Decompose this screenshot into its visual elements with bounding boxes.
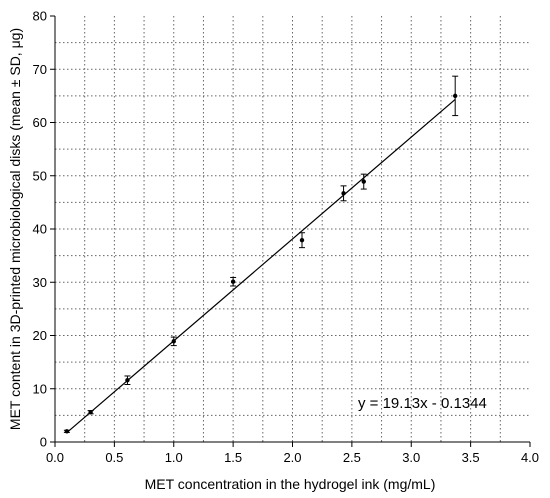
regression-equation: y = 19.13x - 0.1344 bbox=[358, 395, 487, 412]
y-axis-title: MET content in 3D-printed microbiologica… bbox=[7, 28, 23, 430]
data-point-group bbox=[360, 173, 367, 190]
y-tick-label: 80 bbox=[33, 9, 47, 24]
y-tick-label: 40 bbox=[33, 222, 47, 237]
x-tick-label: 1.5 bbox=[224, 450, 242, 465]
x-tick-label: 1.0 bbox=[165, 450, 183, 465]
y-tick-label: 60 bbox=[33, 115, 47, 130]
data-point bbox=[230, 279, 236, 284]
x-tick-label: 3.0 bbox=[402, 450, 420, 465]
data-point bbox=[64, 429, 70, 434]
data-point-group bbox=[230, 276, 237, 287]
y-axis-ticks: 0 10 20 30 40 50 60 70 80 bbox=[33, 9, 55, 450]
data-point bbox=[88, 409, 93, 415]
x-axis-ticks: 0.0 0.5 1.0 1.5 2.0 2.5 3.0 3.5 4.0 bbox=[46, 442, 539, 465]
data-point-group bbox=[87, 409, 94, 415]
x-axis-title: MET concentration in the hydrogel ink (m… bbox=[145, 476, 436, 492]
data-point-group bbox=[340, 185, 347, 202]
y-tick-label: 50 bbox=[33, 168, 47, 183]
x-tick-label: 0.0 bbox=[46, 450, 64, 465]
y-tick-label: 30 bbox=[33, 275, 47, 290]
x-tick-label: 2.5 bbox=[343, 450, 361, 465]
grid bbox=[55, 16, 530, 442]
data-point bbox=[341, 191, 346, 196]
data-point bbox=[171, 339, 176, 344]
data-point-group bbox=[63, 429, 70, 434]
data-point bbox=[361, 179, 366, 184]
y-tick-label: 10 bbox=[33, 381, 47, 396]
data-point-group bbox=[124, 375, 131, 385]
data-point bbox=[125, 378, 130, 383]
data-points bbox=[63, 75, 459, 434]
y-tick-label: 70 bbox=[33, 62, 47, 77]
x-tick-label: 3.5 bbox=[462, 450, 480, 465]
x-tick-label: 2.0 bbox=[283, 450, 301, 465]
data-point bbox=[299, 237, 305, 243]
x-tick-label: 4.0 bbox=[521, 450, 539, 465]
data-point bbox=[452, 93, 458, 99]
regression-line-group bbox=[66, 98, 456, 433]
x-tick-label: 0.5 bbox=[105, 450, 123, 465]
data-point-group bbox=[452, 75, 459, 117]
data-point-group bbox=[299, 232, 305, 249]
y-tick-label: 0 bbox=[40, 435, 47, 450]
data-point-group bbox=[170, 336, 177, 347]
y-tick-label: 20 bbox=[33, 328, 47, 343]
regression-line bbox=[66, 98, 456, 433]
